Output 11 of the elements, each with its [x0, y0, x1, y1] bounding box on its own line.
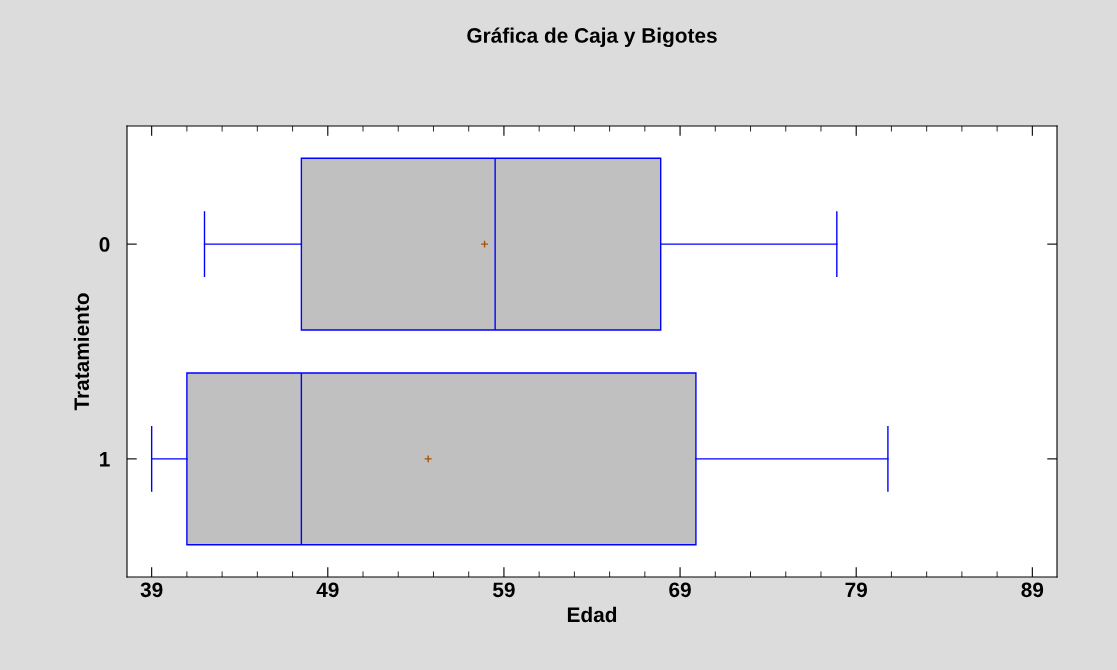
- chart-title: Gráfica de Caja y Bigotes: [467, 27, 717, 48]
- x-tick-label: 89: [1021, 582, 1044, 598]
- y-axis-title: Tratamiento: [73, 293, 90, 411]
- x-tick-label: 39: [140, 582, 163, 598]
- x-tick-label: 59: [492, 582, 515, 598]
- y-tick-label: 1: [100, 452, 110, 467]
- x-tick-label: 79: [845, 582, 868, 598]
- x-axis-title: Edad: [567, 606, 617, 623]
- x-tick-label: 49: [316, 582, 339, 598]
- y-tick-label: 0: [99, 237, 110, 252]
- x-tick-label: 69: [669, 582, 691, 598]
